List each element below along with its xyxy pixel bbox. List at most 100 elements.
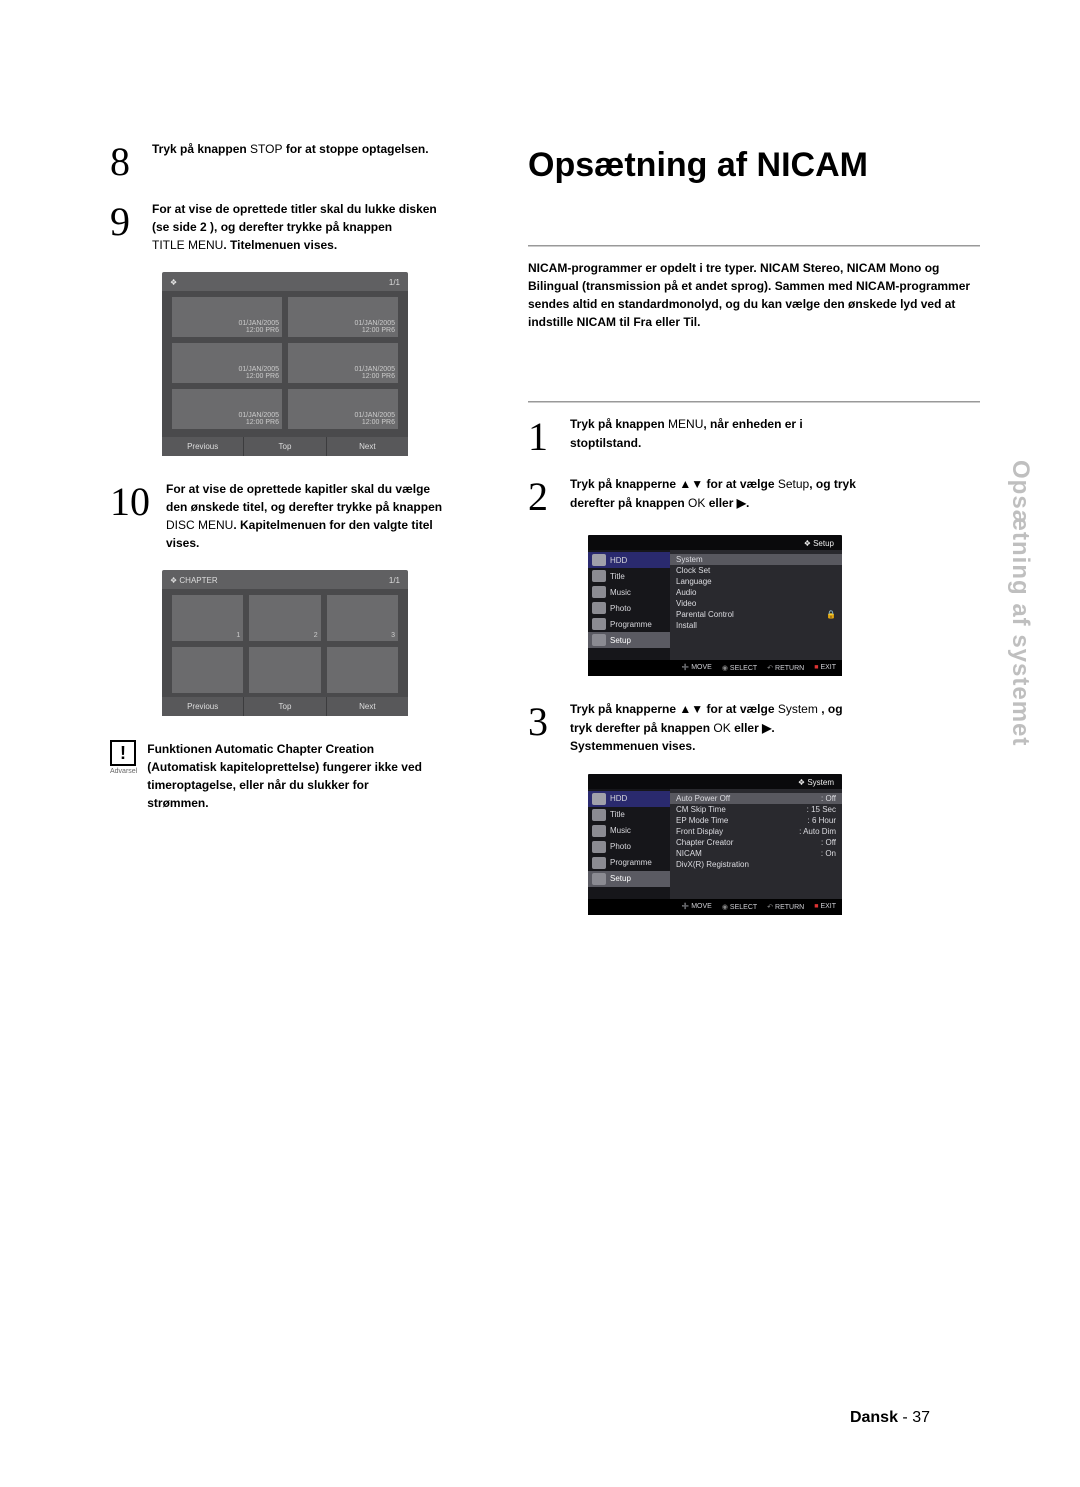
- title-menu-screenshot: ❖ 1/1 01/JAN/200512:00 PR601/JAN/200512:…: [162, 272, 408, 456]
- menu-side-icon: [592, 618, 606, 630]
- grid-foot-btn: Top: [244, 697, 326, 716]
- system-menu-screenshot: System HDDTitleMusicPhotoProgrammeSetup Au…: [588, 774, 842, 915]
- warning-icon: !: [110, 740, 136, 766]
- r-step-3: 3 Tryk på knapperne ▲▼ for at vælge Syst…: [528, 700, 980, 756]
- menu-side-item: HDD: [588, 791, 670, 807]
- step-text: For at vise de oprettede titler skal du …: [152, 200, 437, 254]
- menu-main-row: Front Display: Auto Dim: [676, 826, 836, 837]
- menu-side-icon: [592, 554, 606, 566]
- menu-side-item: Programme: [588, 855, 670, 871]
- menu-side-item: Setup: [588, 632, 670, 648]
- setup-menu-screenshot: SetupHDDTitleMusicPhotoProgrammeSetupSys…: [588, 535, 842, 676]
- grid-foot-btn: Previous: [162, 437, 244, 456]
- menu-side-icon: [592, 857, 606, 869]
- menu-side-icon: [592, 793, 606, 805]
- step-text: Tryk på knappen MENU, når enheden er i s…: [570, 415, 803, 457]
- r-step-1: 1 Tryk på knappen MENU, når enheden er i…: [528, 415, 980, 457]
- menu-side-item: Title: [588, 568, 670, 584]
- right-column: Opsætning af NICAM NICAM-programmer er o…: [528, 140, 980, 939]
- menu-main-row: Install: [676, 620, 836, 631]
- pager: 1/1: [389, 278, 400, 287]
- menu-foot-hint: RETURN: [767, 903, 804, 911]
- menu-side-item: Title: [588, 807, 670, 823]
- divider: [528, 401, 980, 403]
- step-text: For at vise de oprettede kapitler skal d…: [166, 480, 442, 552]
- menu-side-icon: [592, 825, 606, 837]
- menu-main-row: Parental Control🔒: [676, 609, 836, 620]
- menu-main-row: Video: [676, 598, 836, 609]
- menu-side-item: Photo: [588, 839, 670, 855]
- menu-main-row: Language: [676, 576, 836, 587]
- step-text: Tryk på knapperne ▲▼ for at vælge System…: [570, 700, 843, 756]
- menu-side-icon: [592, 570, 606, 582]
- menu-side-icon: [592, 873, 606, 885]
- title-cell: 01/JAN/200512:00 PR6: [288, 343, 398, 383]
- diamond-icon: ❖: [170, 278, 177, 287]
- grid-foot-btn: Previous: [162, 697, 244, 716]
- title-cell: 01/JAN/200512:00 PR6: [172, 343, 282, 383]
- title-cell: 01/JAN/200512:00 PR6: [288, 389, 398, 429]
- chapter-menu-screenshot: ❖ CHAPTER 1/1 123 PreviousTopNext: [162, 570, 408, 716]
- grid-foot-btn: Top: [244, 437, 326, 456]
- menu-side-icon: [592, 602, 606, 614]
- menu-main-row: Chapter Creator: Off: [676, 837, 836, 848]
- step-number: 1: [528, 415, 570, 457]
- menu-side-item: Programme: [588, 616, 670, 632]
- menu-foot-hint: EXIT: [814, 664, 836, 672]
- menu-main-row: Auto Power Off: Off: [670, 793, 842, 804]
- intro-text: NICAM-programmer er opdelt i tre typer. …: [528, 259, 980, 331]
- menu-main-row: NICAM: On: [676, 848, 836, 859]
- step-text: Tryk på knapperne ▲▼ for at vælge Setup,…: [570, 475, 856, 517]
- menu-side-item: Photo: [588, 600, 670, 616]
- menu-main-row: Clock Set: [676, 565, 836, 576]
- step-10: 10 For at vise de oprettede kapitler ska…: [110, 480, 490, 552]
- menu-foot-hint: RETURN: [767, 664, 804, 672]
- r-step-2: 2 Tryk på knapperne ▲▼ for at vælge Setu…: [528, 475, 980, 517]
- menu-side-icon: [592, 809, 606, 821]
- chapter-cell: [249, 647, 320, 693]
- menu-main-row: EP Mode Time: 6 Hour: [676, 815, 836, 826]
- divider: [528, 245, 980, 247]
- menu-side-item: Setup: [588, 871, 670, 887]
- step-9: 9 For at vise de oprettede titler skal d…: [110, 200, 490, 254]
- chapter-cell: [172, 647, 243, 693]
- menu-side-item: Music: [588, 823, 670, 839]
- menu-side-item: HDD: [588, 552, 670, 568]
- menu-main-row: DivX(R) Registration: [676, 859, 836, 870]
- side-tab-label: Opsætning af systemet: [1006, 460, 1034, 746]
- chapter-cell: 3: [327, 595, 398, 641]
- menu-title: Setup: [588, 535, 842, 550]
- chapter-cell: [327, 647, 398, 693]
- menu-title: System: [588, 774, 842, 789]
- main-heading: Opsætning af NICAM: [528, 146, 980, 185]
- chapter-cell: 2: [249, 595, 320, 641]
- step-number: 3: [528, 700, 570, 756]
- menu-foot-hint: MOVE: [682, 664, 712, 672]
- warning-box: ! Advarsel Funktionen Automatic Chapter …: [110, 740, 490, 812]
- title-cell: 01/JAN/200512:00 PR6: [172, 297, 282, 337]
- step-number: 2: [528, 475, 570, 517]
- step-number: 8: [110, 140, 152, 182]
- left-column: 8 Tryk på knappen STOP for at stoppe opt…: [110, 140, 490, 939]
- step-text: Tryk på knappen STOP for at stoppe optag…: [152, 140, 429, 182]
- chapter-title: ❖ CHAPTER: [170, 576, 218, 585]
- title-cell: 01/JAN/200512:00 PR6: [288, 297, 398, 337]
- chapter-cell: 1: [172, 595, 243, 641]
- menu-main-row: CM Skip Time: 15 Sec: [676, 804, 836, 815]
- menu-side-icon: [592, 841, 606, 853]
- pager: 1/1: [389, 576, 400, 585]
- menu-foot-hint: EXIT: [814, 903, 836, 911]
- warning-caption: Advarsel: [110, 768, 137, 775]
- menu-side-icon: [592, 586, 606, 598]
- grid-foot-btn: Next: [327, 437, 408, 456]
- menu-side-item: Music: [588, 584, 670, 600]
- menu-side-icon: [592, 634, 606, 646]
- menu-main-row: Audio: [676, 587, 836, 598]
- step-number: 9: [110, 200, 152, 254]
- menu-main-row: System: [670, 554, 842, 565]
- menu-foot-hint: MOVE: [682, 903, 712, 911]
- step-8: 8 Tryk på knappen STOP for at stoppe opt…: [110, 140, 490, 182]
- menu-foot-hint: SELECT: [722, 664, 757, 672]
- step-number: 10: [110, 480, 166, 552]
- grid-foot-btn: Next: [327, 697, 408, 716]
